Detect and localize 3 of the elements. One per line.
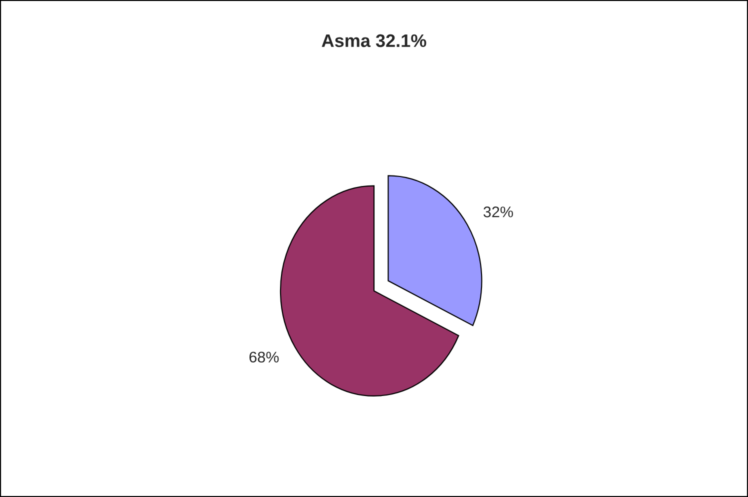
- data-label: 32%: [484, 206, 513, 218]
- chart-title: Asma 32.1%: [322, 34, 426, 48]
- data-label: 68%: [249, 352, 279, 363]
